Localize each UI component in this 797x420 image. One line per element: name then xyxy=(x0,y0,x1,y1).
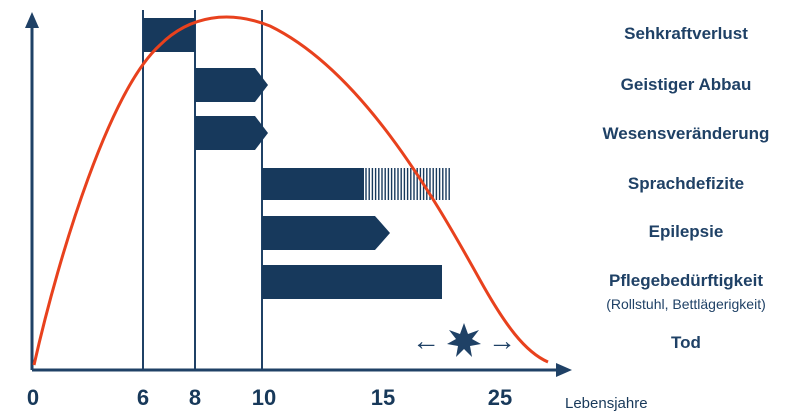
label-tod: Tod xyxy=(671,333,701,352)
arrow-right-icon: → xyxy=(488,325,516,356)
x-axis-unit-label: Lebensjahre xyxy=(565,395,648,412)
bar-sprachdefizite-hatched xyxy=(365,168,450,200)
label-epilepsie: Epilepsie xyxy=(648,222,724,241)
bar-wesensveraenderung xyxy=(195,116,268,150)
progression-curve xyxy=(32,15,549,366)
symptom-legend: Sehkraftverlust Geistiger Abbau Wesensve… xyxy=(575,0,797,415)
bar-epilepsie xyxy=(262,216,390,250)
label-geistiger-abbau: Geistiger Abbau xyxy=(620,75,752,94)
arrow-left-icon: ← xyxy=(412,325,440,356)
bar-geistiger-abbau xyxy=(195,68,268,102)
x-tick-0: 0 xyxy=(27,385,39,410)
x-axis-arrowhead xyxy=(556,363,572,377)
bar-sprachdefizite xyxy=(262,168,364,200)
label-wesensveraenderung: Wesensveränderung xyxy=(602,124,770,143)
x-tick-6: 6 xyxy=(137,385,149,410)
x-tick-8: 8 xyxy=(189,385,201,410)
x-tick-10: 10 xyxy=(252,385,276,410)
bar-sehkraftverlust xyxy=(143,18,195,52)
sublabel-pflegebeduerftigkeit: (Rollstuhl, Bettlägerigkeit) xyxy=(606,296,766,312)
x-tick-15: 15 xyxy=(371,385,395,410)
y-axis-arrowhead xyxy=(25,12,39,28)
x-tick-25: 25 xyxy=(488,385,512,410)
label-sehkraftverlust: Sehkraftverlust xyxy=(624,24,748,43)
label-pflegebeduerftigkeit: Pflegebedürftigkeit xyxy=(609,271,763,290)
label-sprachdefizite: Sprachdefizite xyxy=(627,174,745,193)
star-burst-icon xyxy=(447,323,481,357)
bar-pflegebeduerftigkeit xyxy=(262,265,442,299)
